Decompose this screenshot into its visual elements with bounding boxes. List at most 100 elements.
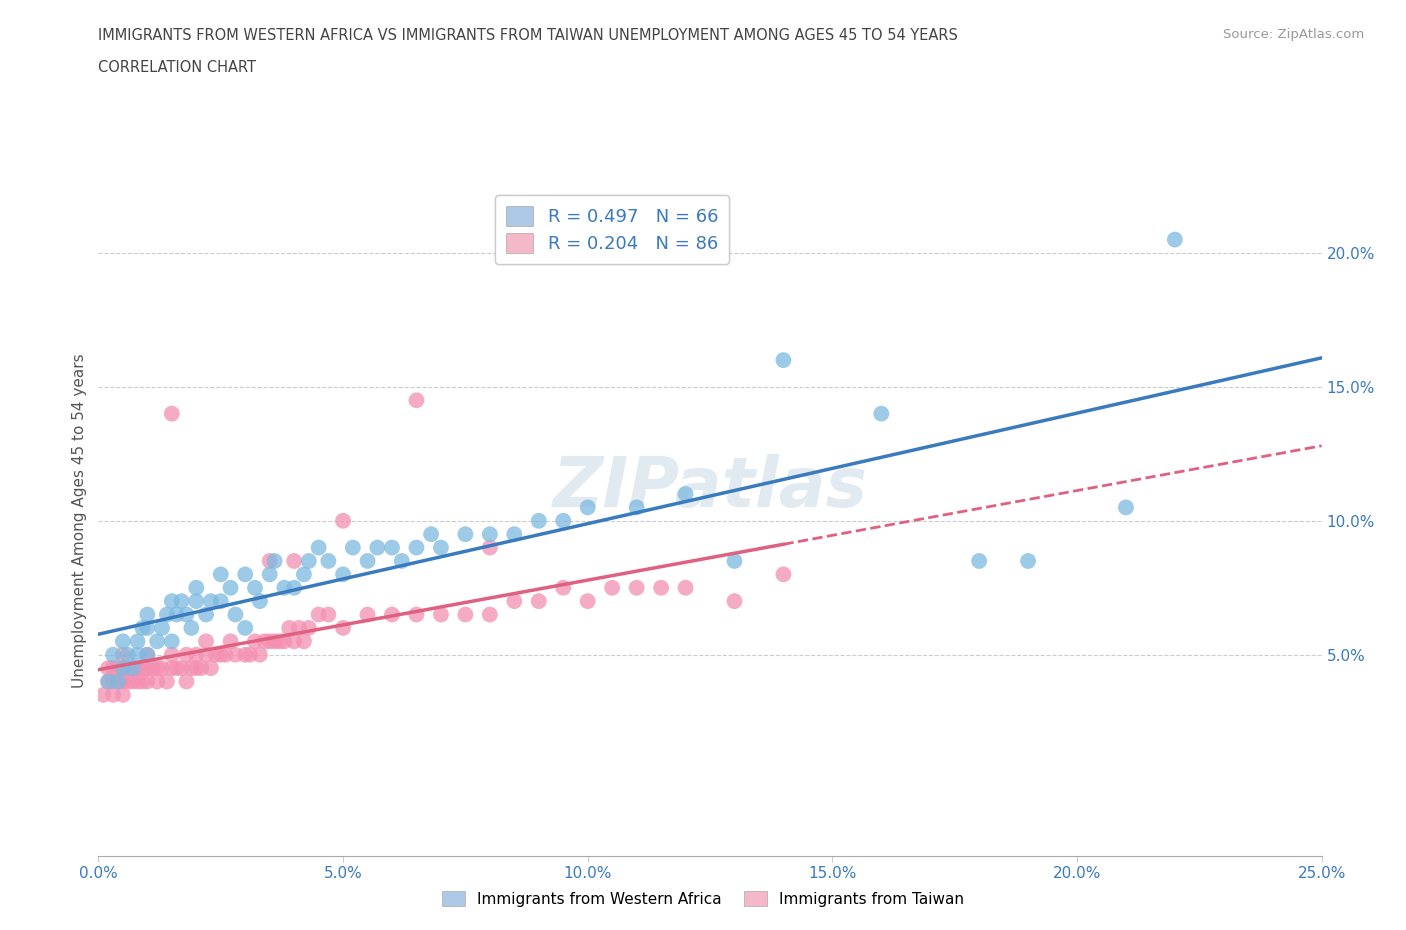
Point: [391, 553, 413, 568]
Point: [332, 620, 354, 635]
Legend: Immigrants from Western Africa, Immigrants from Taiwan: Immigrants from Western Africa, Immigran…: [436, 885, 970, 913]
Point: [454, 607, 477, 622]
Point: [156, 674, 179, 689]
Point: [224, 647, 246, 662]
Point: [150, 620, 173, 635]
Point: [176, 647, 198, 662]
Point: [273, 580, 295, 595]
Point: [121, 660, 143, 675]
Point: [381, 607, 404, 622]
Point: [127, 647, 149, 662]
Point: [405, 607, 427, 622]
Point: [675, 580, 697, 595]
Point: [205, 647, 228, 662]
Point: [243, 580, 266, 595]
Point: [870, 406, 893, 421]
Point: [405, 540, 427, 555]
Point: [200, 660, 222, 675]
Point: [478, 540, 501, 555]
Point: [141, 660, 163, 675]
Point: [176, 674, 198, 689]
Point: [136, 674, 159, 689]
Point: [576, 500, 599, 515]
Point: [214, 647, 236, 662]
Point: [626, 500, 648, 515]
Point: [131, 620, 153, 635]
Point: [117, 647, 139, 662]
Point: [127, 634, 149, 649]
Point: [209, 647, 232, 662]
Point: [136, 607, 159, 622]
Point: [101, 674, 124, 689]
Point: [136, 647, 159, 662]
Point: [527, 513, 550, 528]
Point: [176, 607, 198, 622]
Point: [298, 620, 321, 635]
Point: [186, 660, 208, 675]
Point: [195, 607, 218, 622]
Point: [233, 567, 256, 582]
Point: [111, 660, 134, 675]
Point: [259, 567, 281, 582]
Point: [170, 593, 193, 608]
Point: [478, 526, 501, 541]
Point: [503, 526, 526, 541]
Point: [180, 660, 202, 675]
Point: [675, 486, 697, 501]
Point: [233, 647, 256, 662]
Text: ZIPatlas: ZIPatlas: [553, 454, 868, 521]
Point: [166, 660, 188, 675]
Point: [263, 634, 285, 649]
Point: [97, 660, 120, 675]
Point: [263, 553, 285, 568]
Point: [308, 540, 330, 555]
Point: [224, 607, 246, 622]
Point: [292, 567, 315, 582]
Point: [111, 647, 134, 662]
Point: [186, 580, 208, 595]
Point: [308, 607, 330, 622]
Point: [107, 674, 129, 689]
Point: [356, 607, 378, 622]
Point: [356, 553, 378, 568]
Text: CORRELATION CHART: CORRELATION CHART: [98, 60, 256, 75]
Point: [186, 647, 208, 662]
Point: [723, 593, 745, 608]
Point: [127, 660, 149, 675]
Point: [136, 660, 159, 675]
Point: [160, 593, 183, 608]
Point: [342, 540, 364, 555]
Point: [283, 553, 305, 568]
Point: [233, 620, 256, 635]
Point: [259, 634, 281, 649]
Point: [131, 660, 153, 675]
Point: [420, 526, 443, 541]
Point: [576, 593, 599, 608]
Point: [127, 674, 149, 689]
Point: [1017, 553, 1039, 568]
Point: [259, 553, 281, 568]
Point: [107, 660, 129, 675]
Point: [136, 647, 159, 662]
Point: [269, 634, 291, 649]
Point: [160, 406, 183, 421]
Point: [121, 674, 143, 689]
Point: [430, 540, 453, 555]
Point: [146, 674, 169, 689]
Point: [249, 647, 271, 662]
Point: [195, 634, 218, 649]
Point: [283, 580, 305, 595]
Point: [318, 553, 340, 568]
Point: [146, 634, 169, 649]
Point: [298, 553, 321, 568]
Point: [650, 580, 672, 595]
Point: [772, 352, 794, 367]
Point: [160, 660, 183, 675]
Point: [117, 660, 139, 675]
Point: [292, 634, 315, 649]
Point: [166, 607, 188, 622]
Point: [190, 660, 212, 675]
Point: [186, 593, 208, 608]
Point: [97, 674, 120, 689]
Point: [111, 674, 134, 689]
